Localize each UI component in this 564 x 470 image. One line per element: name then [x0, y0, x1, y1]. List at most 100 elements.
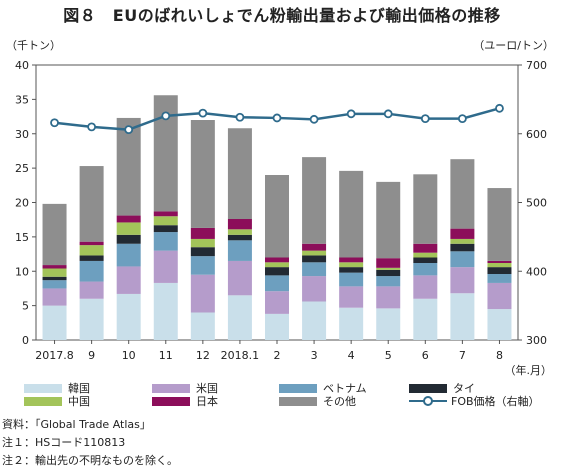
bar-segment: [42, 288, 67, 306]
bar-segment: [265, 313, 289, 340]
bar-segment: [376, 258, 401, 268]
left-tick-label: 40: [15, 59, 29, 72]
bar-segment: [450, 238, 475, 244]
fob-price-point: [161, 111, 171, 121]
left-tick-label: 0: [22, 334, 29, 347]
legend-item: FOB価格（右軸）: [409, 393, 540, 409]
bar-segment: [42, 305, 67, 340]
left-tick-label: 20: [15, 197, 29, 210]
legend-label: 日本: [196, 395, 218, 408]
bar-segment: [153, 211, 178, 217]
left-axis-unit: （千トン）: [6, 39, 61, 52]
bar-segment: [413, 252, 438, 258]
bar-segment: [116, 293, 141, 340]
legend-swatch: [24, 383, 62, 393]
right-axis-unit: （ユーロ/トン）: [473, 39, 554, 52]
legend-item: 米国: [152, 380, 218, 396]
bar-segment: [450, 293, 475, 340]
legend-item: 日本: [152, 393, 218, 409]
x-axis-label: （年.月）: [505, 363, 553, 377]
bar-segment: [413, 298, 438, 340]
bar-segment: [376, 267, 401, 270]
fob-price-point: [346, 109, 356, 119]
legend-item: 中国: [24, 393, 90, 409]
bar-segment: [413, 257, 438, 263]
legend-item: 韓国: [24, 380, 90, 396]
fob-price-point: [457, 114, 467, 124]
x-tick-label: 2017.8: [35, 349, 74, 362]
bar-segment: [302, 250, 327, 256]
left-tick-label: 30: [15, 128, 29, 141]
legend-label: タイ: [453, 382, 475, 395]
legend-item: タイ: [409, 380, 475, 396]
legend-label: その他: [323, 395, 356, 408]
fob-price-point: [124, 125, 134, 135]
legend-line-swatch: [409, 396, 447, 406]
legend-label: FOB価格（右軸）: [451, 395, 540, 408]
right-tick-label: 500: [526, 197, 547, 210]
legend-label: ベトナム: [323, 382, 367, 395]
fob-price-point: [420, 114, 430, 124]
bar-segment: [79, 298, 104, 340]
fob-price-point: [235, 112, 245, 122]
bar-segment: [227, 240, 252, 261]
bar-segment: [190, 312, 215, 340]
bar-segment: [190, 120, 215, 228]
bar-segment: [265, 275, 289, 292]
bar-segment: [79, 260, 104, 282]
right-tick-label: 700: [526, 59, 547, 72]
bar-segment: [153, 216, 178, 226]
bar-segment: [79, 255, 104, 261]
bar-segment: [153, 225, 178, 233]
bar-segment: [265, 262, 289, 268]
right-tick-label: 400: [526, 265, 547, 278]
bar-segment: [79, 245, 104, 256]
bar-segment: [302, 243, 327, 251]
bar-segment: [190, 227, 215, 239]
x-tick-label: 10: [122, 349, 136, 362]
bar-segment: [487, 267, 512, 274]
bar-segment: [376, 286, 401, 309]
bar-segment: [116, 243, 141, 267]
right-tick-label: 300: [526, 334, 547, 347]
bar-segment: [153, 232, 178, 251]
bar-segment: [487, 263, 512, 268]
chart-title: 図８ EUのばれいしょでん粉輸出量および輸出価格の推移: [63, 6, 501, 25]
bar-segment: [302, 255, 327, 263]
bar-segment: [339, 262, 364, 268]
left-tick-label: 15: [15, 231, 29, 244]
bar-segment: [227, 260, 252, 296]
note-source: 資料：「Global Trade Atlas」: [2, 418, 151, 431]
bar-segment: [42, 276, 67, 281]
fob-price-point: [383, 109, 393, 119]
bar-segment: [116, 215, 141, 223]
bar-segment: [302, 301, 327, 340]
x-tick-label: 2: [274, 349, 281, 362]
legend-swatch: [152, 396, 190, 406]
fob-price-point: [87, 122, 97, 132]
legend-swatch: [279, 383, 317, 393]
x-tick-label: 11: [159, 349, 173, 362]
bar-segment: [190, 256, 215, 275]
legend-swatch: [279, 396, 317, 406]
bar-segment: [413, 174, 438, 244]
bar-segment: [265, 175, 289, 258]
bar-segment: [339, 257, 364, 263]
bar-segment: [413, 275, 438, 299]
bar-segment: [79, 166, 104, 242]
bar-segment: [376, 308, 401, 340]
bar-segment: [339, 267, 364, 273]
bar-segment: [227, 229, 252, 235]
bar-segment: [190, 247, 215, 257]
bar-segment: [487, 260, 512, 263]
fob-price-point: [272, 113, 282, 123]
bar-segment: [116, 117, 141, 216]
fob-price-point: [198, 108, 208, 118]
bar-segment: [42, 268, 67, 277]
x-tick-label: 3: [311, 349, 318, 362]
bar-segment: [265, 291, 289, 314]
bar-segment: [42, 280, 67, 289]
bar-segment: [227, 219, 252, 230]
left-tick-label: 10: [15, 265, 29, 278]
x-tick-label: 6: [422, 349, 429, 362]
